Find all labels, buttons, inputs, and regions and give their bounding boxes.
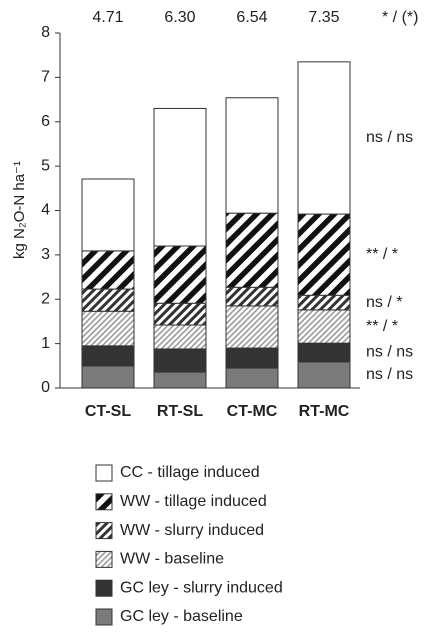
legend-label: GC ley - slurry induced [120, 579, 283, 596]
y-tick-label: 4 [41, 202, 50, 219]
significance-label: ns / * [366, 294, 402, 311]
bar-segment [81, 288, 135, 312]
y-tick-label: 1 [41, 335, 50, 352]
significance-label: ** / * [366, 318, 398, 335]
legend-label: WW - slurry induced [120, 522, 264, 539]
significance-label: ** / * [366, 246, 398, 263]
y-tick-label: 2 [41, 290, 50, 307]
total-label: 7.35 [308, 9, 339, 26]
legend-swatch [95, 608, 113, 626]
y-tick-label: 6 [41, 113, 50, 130]
x-tick-label: CT-MC [227, 403, 278, 420]
y-tick-label: 0 [41, 379, 50, 396]
bar-segment [225, 305, 279, 349]
total-label: 4.71 [92, 9, 123, 26]
bar-segment [225, 347, 279, 369]
legend-swatch [95, 493, 113, 511]
bar-segment [297, 309, 351, 344]
bar-segment [153, 302, 207, 326]
total-significance: * / (*) [382, 9, 418, 26]
legend-label: WW - baseline [120, 551, 224, 568]
total-label: 6.30 [164, 9, 195, 26]
y-axis-label: kg N₂O-N ha⁻¹ [11, 161, 28, 259]
significance-label: ns / ns [366, 344, 413, 361]
bar-segment [297, 213, 351, 296]
bar-segment [225, 97, 279, 214]
y-tick-label: 5 [41, 157, 50, 174]
bar-segment [153, 371, 207, 389]
bar-segment [297, 61, 351, 215]
legend-label: WW - tillage induced [120, 493, 267, 510]
bar-segment [153, 348, 207, 373]
x-tick-label: CT-SL [85, 403, 131, 420]
bar-segment [81, 250, 135, 290]
bar-segment [81, 345, 135, 367]
bar-segment [297, 342, 351, 363]
legend-label: GC ley - baseline [120, 608, 243, 625]
legend-swatch [95, 522, 113, 540]
bar-segment [225, 367, 279, 389]
bar-segment [81, 310, 135, 347]
bar-segment [297, 361, 351, 389]
x-tick-label: RT-SL [157, 403, 203, 420]
significance-label: ns / ns [366, 366, 413, 383]
bar-segment [81, 365, 135, 389]
y-tick-label: 3 [41, 246, 50, 263]
bar-segment [297, 294, 351, 311]
legend-swatch [95, 579, 113, 597]
bar-segment [153, 245, 207, 304]
legend-swatch [95, 464, 113, 482]
bar-segment [153, 324, 207, 350]
y-tick-label: 8 [41, 24, 50, 41]
legend-swatch [95, 550, 113, 568]
bar-segment [153, 107, 207, 247]
bar-segment [225, 212, 279, 288]
bar-segment [81, 178, 135, 252]
total-label: 6.54 [236, 9, 267, 26]
x-tick-label: RT-MC [299, 403, 350, 420]
significance-label: ns / ns [366, 129, 413, 146]
bar-segment [225, 286, 279, 307]
legend-label: CC - tillage induced [120, 464, 260, 481]
y-tick-label: 7 [41, 69, 50, 86]
